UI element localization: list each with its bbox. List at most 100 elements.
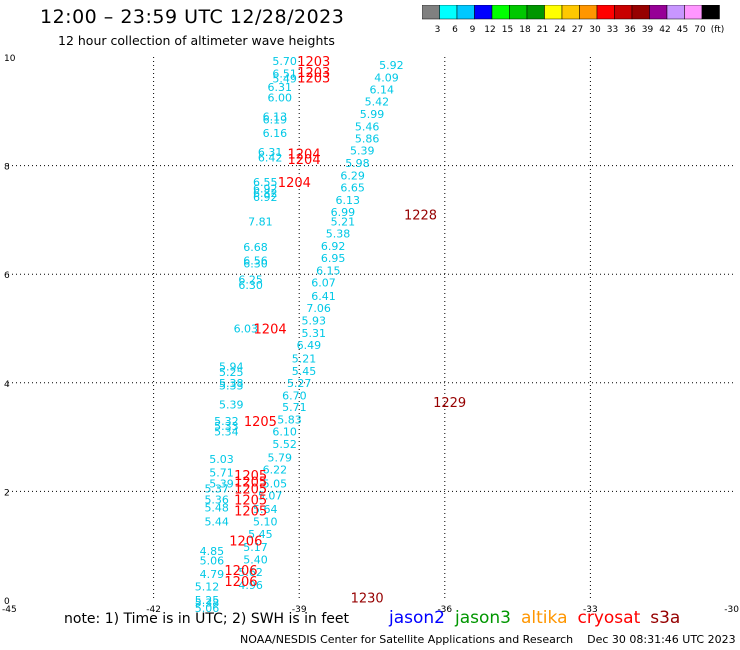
time-label: 1203 — [297, 72, 330, 87]
swh-label: 6.31 — [258, 146, 283, 159]
scale-swatch — [439, 5, 458, 20]
swh-label: 6.07 — [311, 276, 336, 289]
y-tick-label: 10 — [4, 54, 16, 64]
scale-swatch — [596, 5, 615, 20]
time-label: 1205 — [234, 483, 267, 498]
swh-label: 5.17 — [243, 541, 268, 554]
scale-label: 12 — [484, 25, 495, 35]
satellite-altika: altika — [521, 608, 568, 628]
swh-label: 6.19 — [263, 113, 288, 126]
swh-label: 6.49 — [297, 339, 322, 352]
scale-label: 3 — [435, 25, 441, 35]
swh-label: 4.96 — [238, 579, 263, 592]
swh-label: 6.99 — [331, 206, 356, 219]
y-tick-label: 2 — [4, 488, 10, 498]
swh-label: 5.10 — [253, 515, 278, 528]
time-label: 1205 — [234, 494, 267, 509]
swh-label: 4.79 — [200, 568, 225, 581]
y-tick-label: 6 — [4, 271, 10, 281]
scale-swatch — [474, 5, 493, 20]
scale-label: 18 — [519, 25, 531, 35]
time-label: 1206 — [224, 575, 257, 590]
scale-swatch — [614, 5, 633, 20]
swh-label: 5.45 — [248, 528, 273, 541]
swh-label: 5.32 — [214, 415, 239, 428]
swh-label: 6.92 — [253, 182, 278, 195]
scale-label: 9 — [470, 25, 476, 35]
swh-label: 5.49 — [272, 73, 297, 86]
swh-label: 7.06 — [306, 302, 331, 315]
swh-label: 6.31 — [268, 81, 293, 94]
swh-label: 6.13 — [335, 194, 360, 207]
swh-label: 5.71 — [282, 401, 307, 414]
scale-swatch — [579, 5, 598, 20]
time-label: 1205 — [234, 476, 267, 491]
swh-label: 5.70 — [272, 55, 297, 68]
swh-label: 6.30 — [238, 279, 263, 292]
swh-label: 6.15 — [316, 264, 341, 277]
y-tick-label: 0 — [4, 597, 10, 607]
swh-label: 5.25 — [219, 366, 244, 379]
swh-label: 5.33 — [219, 380, 244, 393]
swh-label: 5.27 — [287, 377, 312, 390]
scale-swatch — [526, 5, 545, 20]
swh-label: 5.99 — [360, 108, 385, 121]
swh-label: 6.92 — [253, 191, 278, 204]
swh-label: 5.39 — [219, 399, 244, 412]
swh-label: 6.29 — [340, 169, 365, 182]
scale-swatch — [631, 5, 650, 20]
swh-label: 5.33 — [214, 420, 239, 433]
scale-label: 15 — [502, 25, 513, 35]
swh-label: 6.42 — [258, 151, 283, 164]
swh-label: 5.62 — [238, 566, 263, 579]
swh-label: 5.86 — [355, 132, 380, 145]
swh-label: 5.48 — [204, 502, 229, 515]
time-label: 1228 — [404, 208, 437, 223]
axis-tick-labels: -45 -42 -39 -36 -33 -30 0 2 4 6 8 10 — [2, 54, 739, 615]
swh-label: 5.38 — [195, 597, 220, 610]
time-label: 1206 — [224, 564, 257, 579]
scale-label: 27 — [572, 25, 583, 35]
swh-label: 5.64 — [253, 503, 278, 516]
swh-label: 6.00 — [268, 92, 293, 105]
swh-label: 4.09 — [374, 72, 399, 85]
time-label: 1205 — [244, 415, 277, 430]
scale-label: (ft) — [711, 25, 725, 35]
footer-credit: NOAA/NESDIS Center for Satellite Applica… — [240, 633, 736, 646]
swh-label: 5.38 — [219, 377, 244, 390]
satellite-cryosat: cryosat — [577, 608, 641, 628]
scale-swatch — [456, 5, 475, 20]
scale-swatch — [561, 5, 580, 20]
swh-label: 5.39 — [209, 477, 234, 490]
scale-swatch — [544, 5, 563, 20]
swh-label: 5.52 — [272, 438, 297, 451]
swh-label: 5.46 — [355, 121, 380, 134]
swh-label: 6.10 — [272, 426, 297, 439]
swh-label: 5.42 — [365, 96, 390, 109]
swh-label: 4.85 — [200, 545, 225, 558]
scale-swatch — [422, 5, 440, 20]
y-tick-label: 4 — [4, 380, 10, 390]
swh-label: 6.14 — [369, 84, 394, 97]
x-tick-label: -33 — [583, 605, 598, 615]
swh-label: 6.68 — [243, 241, 268, 254]
swh-label: 5.36 — [204, 494, 229, 507]
satellite-legend: jason2 jason3 altika cryosat s3a — [389, 608, 690, 628]
time-label: 1204 — [288, 153, 321, 168]
swh-label: 6.22 — [263, 464, 288, 477]
swh-label: 6.51 — [272, 67, 297, 80]
swh-label: 5.34 — [214, 426, 239, 439]
satellite-jason2: jason2 — [389, 608, 445, 628]
scale-label: 33 — [607, 25, 618, 35]
swh-label: 6.70 — [282, 389, 307, 402]
swh-label: 5.71 — [209, 466, 234, 479]
swh-label: 5.38 — [326, 227, 351, 240]
scale-label: 6 — [452, 25, 458, 35]
time-label-layer: 1203120312031204120412041204120512051205… — [224, 55, 466, 606]
time-label: 1204 — [254, 323, 287, 338]
swh-label: 5.37 — [204, 483, 229, 496]
time-label: 1203 — [297, 66, 330, 81]
swh-label: 5.39 — [350, 144, 375, 157]
time-label: 1205 — [234, 504, 267, 519]
swh-label: 5.94 — [219, 361, 244, 374]
